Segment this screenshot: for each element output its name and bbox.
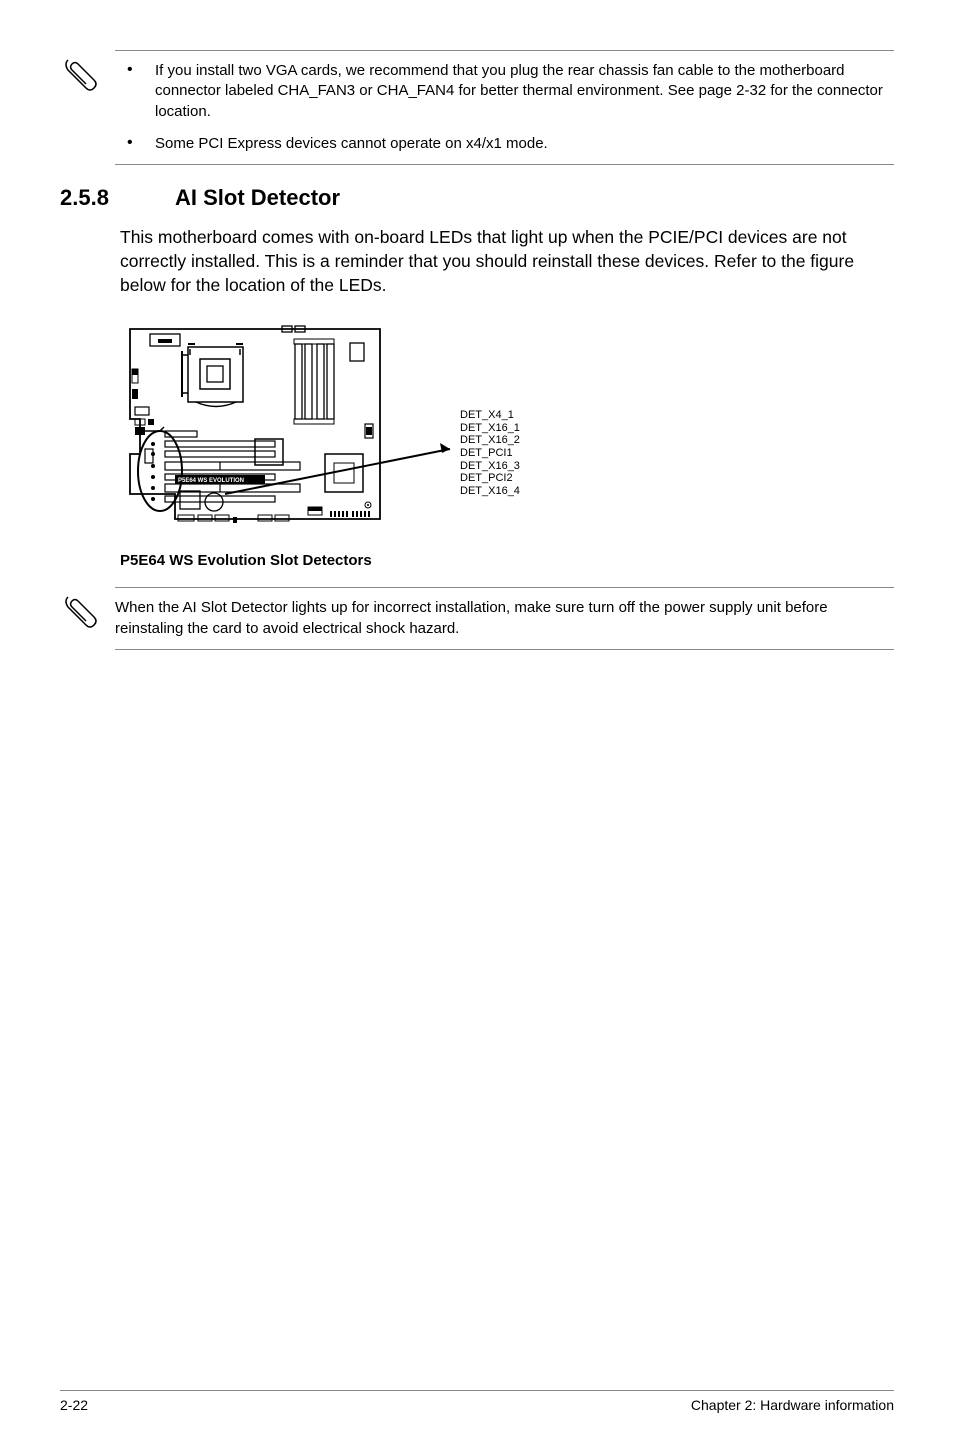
body-paragraph: This motherboard comes with on-board LED… bbox=[120, 225, 894, 297]
label-1: DET_X16_1 bbox=[460, 422, 610, 435]
chapter-label: Chapter 2: Hardware information bbox=[691, 1397, 894, 1413]
note-content: • If you install two VGA cards, we recom… bbox=[115, 50, 894, 165]
page-number: 2-22 bbox=[60, 1397, 88, 1413]
motherboard-diagram: P5E64 WS EVOLUTION bbox=[120, 319, 894, 544]
section-heading: 2.5.8 AI Slot Detector bbox=[60, 185, 894, 211]
diagram-caption: P5E64 WS Evolution Slot Detectors bbox=[120, 552, 894, 569]
label-4: DET_X16_3 bbox=[460, 460, 610, 473]
board-label-text: P5E64 WS EVOLUTION bbox=[178, 478, 244, 484]
note2-text: When the AI Slot Detector lights up for … bbox=[115, 587, 894, 650]
bullet-dot: • bbox=[115, 134, 155, 154]
page-footer: 2-22 Chapter 2: Hardware information bbox=[60, 1390, 894, 1413]
detector-labels: DET_X4_1 DET_X16_1 DET_X16_2 DET_PCI1 DE… bbox=[460, 409, 610, 497]
label-5: DET_PCI2 bbox=[460, 473, 610, 486]
note1-bullet-1: Some PCI Express devices cannot operate … bbox=[155, 134, 894, 154]
label-3: DET_PCI1 bbox=[460, 447, 610, 460]
section-title: AI Slot Detector bbox=[175, 185, 340, 211]
note1-bullet-0: If you install two VGA cards, we recomme… bbox=[155, 61, 894, 122]
note-box-1: • If you install two VGA cards, we recom… bbox=[60, 50, 894, 165]
paperclip-icon bbox=[60, 587, 115, 638]
note-box-2: When the AI Slot Detector lights up for … bbox=[60, 587, 894, 650]
bullet-dot: • bbox=[115, 61, 155, 122]
label-6: DET_X16_4 bbox=[460, 485, 610, 498]
section-number: 2.5.8 bbox=[60, 185, 175, 211]
label-2: DET_X16_2 bbox=[460, 435, 610, 448]
label-0: DET_X4_1 bbox=[460, 409, 610, 422]
paperclip-icon bbox=[60, 50, 115, 101]
